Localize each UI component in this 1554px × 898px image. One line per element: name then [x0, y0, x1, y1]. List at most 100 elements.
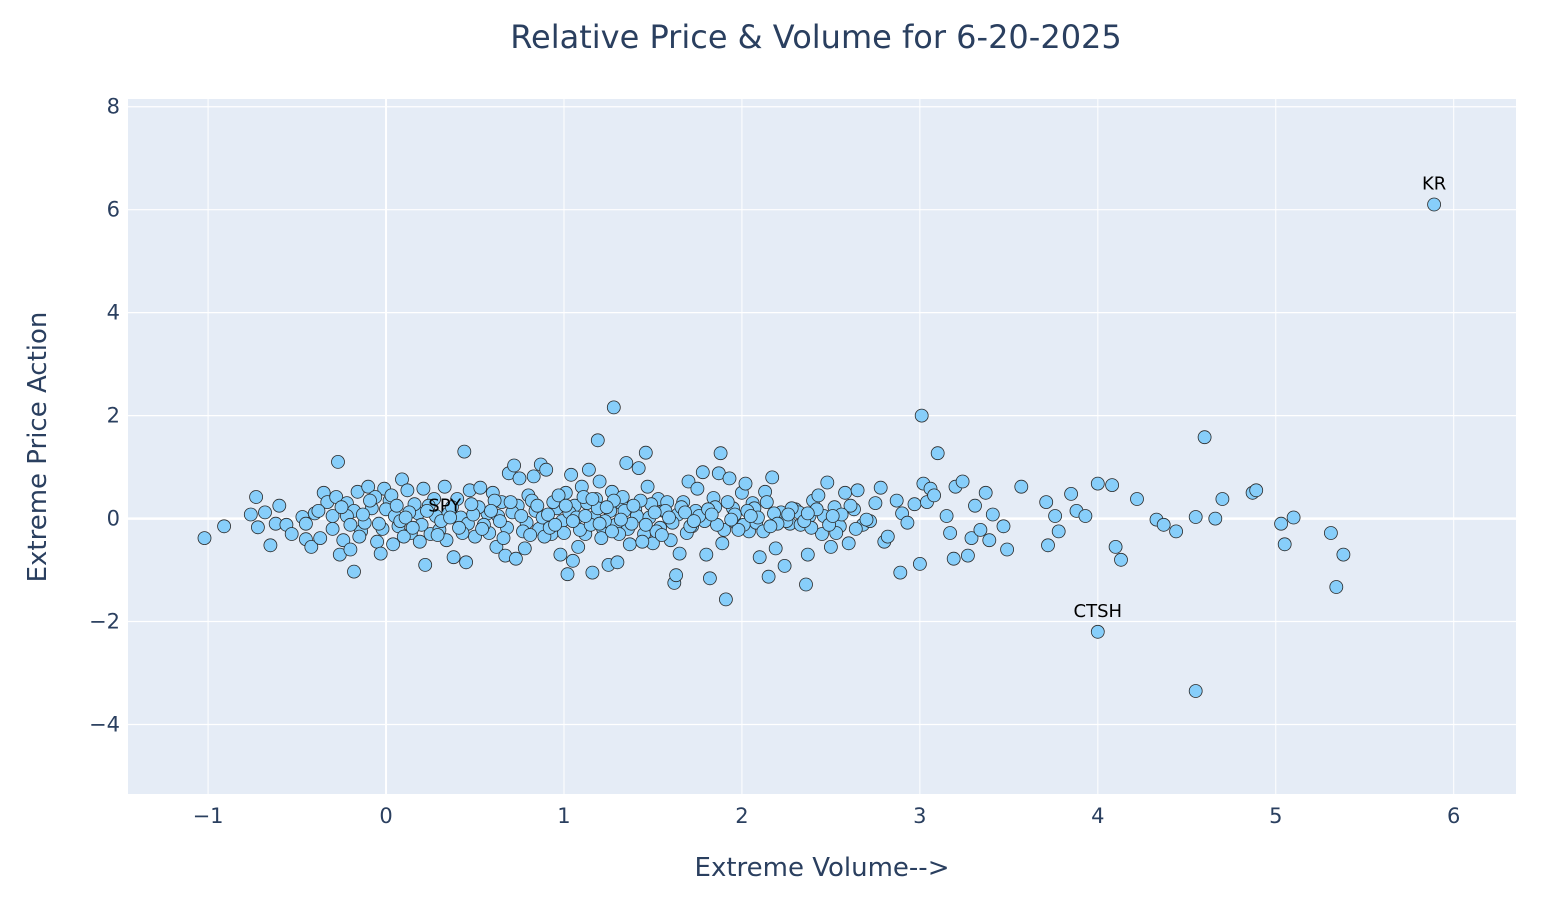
scatter-point: [838, 485, 852, 500]
scatter-point: [638, 445, 653, 460]
x-tick-label: 0: [379, 804, 392, 828]
scatter-point: [719, 592, 733, 607]
scatter-point: [363, 493, 377, 508]
scatter-point: [731, 523, 746, 537]
data-points: [197, 197, 1441, 698]
scatter-point: [647, 505, 662, 520]
scatter-point: [564, 467, 578, 482]
scatter-point: [553, 547, 568, 562]
scatter-point: [759, 495, 774, 510]
scatter-point: [509, 551, 523, 566]
scatter-point: [418, 558, 433, 572]
scatter-point: [249, 490, 264, 504]
chart-title: Relative Price & Volume for 6-20-2025: [510, 18, 1122, 56]
scatter-point: [416, 481, 431, 496]
scatter-point: [1090, 624, 1105, 639]
scatter-point: [815, 527, 829, 541]
scatter-point: [820, 475, 835, 490]
scatter-point: [672, 546, 687, 561]
scatter-point: [985, 507, 1000, 522]
scatter-point: [841, 536, 856, 551]
scatter-point: [713, 446, 728, 461]
scatter-point: [1064, 486, 1078, 501]
scatter-point: [541, 507, 555, 522]
scatter-point: [343, 517, 358, 532]
scatter-point: [347, 564, 361, 579]
scatter-point: [304, 540, 319, 554]
scatter-point: [398, 510, 413, 525]
scatter-point: [781, 507, 796, 522]
scatter-point: [599, 500, 614, 515]
scatter-point: [585, 565, 600, 580]
scatter-point: [386, 537, 401, 552]
point-annotation: KR: [1422, 174, 1446, 195]
scatter-point: [395, 472, 409, 487]
scatter-point: [889, 493, 904, 508]
scatter-point: [824, 540, 838, 554]
scatter-point: [446, 550, 461, 565]
scatter-point: [654, 528, 669, 542]
y-tick-label: 4: [107, 301, 120, 325]
scatter-point: [715, 536, 730, 551]
scatter-point: [873, 480, 888, 495]
scatter-point: [964, 531, 979, 545]
scatter-point: [371, 516, 386, 531]
scatter-point: [1336, 547, 1351, 562]
scatter-point: [638, 517, 653, 532]
scatter-point: [263, 538, 278, 553]
scatter-point: [982, 533, 997, 548]
scatter-point: [475, 522, 490, 536]
scatter-point: [640, 479, 655, 494]
scatter-point: [811, 488, 826, 503]
scatter-point: [605, 524, 619, 539]
scatter-point: [848, 522, 863, 536]
scatter-point: [961, 548, 975, 563]
scatter-point: [1208, 511, 1223, 526]
scatter-point: [752, 550, 767, 565]
scatter-point: [430, 528, 445, 542]
scatter-point: [313, 531, 328, 545]
scatter-point: [1000, 542, 1014, 557]
scatter-point: [557, 526, 571, 540]
scatter-point: [217, 519, 232, 534]
scatter-point: [571, 540, 586, 554]
scatter-point: [464, 497, 479, 512]
y-axis-ticks: −4 −2 0 2 4 6 8: [89, 95, 120, 737]
scatter-point: [530, 498, 545, 513]
scatter-point: [720, 495, 735, 510]
scatter-point: [1427, 197, 1441, 212]
scatter-point: [996, 519, 1011, 534]
scatter-point: [799, 577, 813, 592]
scatter-point: [548, 517, 562, 532]
y-tick-label: 0: [107, 507, 120, 531]
scatter-point: [1249, 483, 1264, 498]
scatter-point: [396, 529, 411, 544]
scatter-point: [850, 483, 865, 498]
scatter-point: [1215, 492, 1230, 506]
y-tick-label: −4: [89, 713, 120, 737]
scatter-point: [361, 479, 376, 494]
scatter-point: [893, 565, 908, 580]
scatter-point: [955, 474, 970, 489]
scatter-point: [978, 485, 993, 500]
scatter-point: [592, 474, 607, 489]
scatter-point: [1197, 430, 1212, 445]
scatter-point: [334, 500, 349, 515]
y-tick-label: 8: [107, 95, 120, 119]
scatter-point: [526, 469, 541, 484]
scatter-point: [631, 461, 646, 476]
scatter-point: [1130, 492, 1144, 506]
scatter-point: [405, 520, 420, 535]
x-tick-label: 4: [1091, 804, 1104, 828]
scatter-point: [606, 400, 621, 415]
scatter-point: [457, 444, 472, 459]
scatter-point: [968, 498, 982, 513]
scatter-point: [914, 408, 929, 423]
scatter-point: [939, 509, 954, 523]
scatter-point: [930, 446, 945, 461]
scatter-point: [927, 488, 941, 503]
scatter-point: [503, 495, 518, 510]
scatter-point: [370, 534, 385, 549]
scatter-point: [585, 492, 600, 506]
scatter-point: [722, 471, 737, 486]
